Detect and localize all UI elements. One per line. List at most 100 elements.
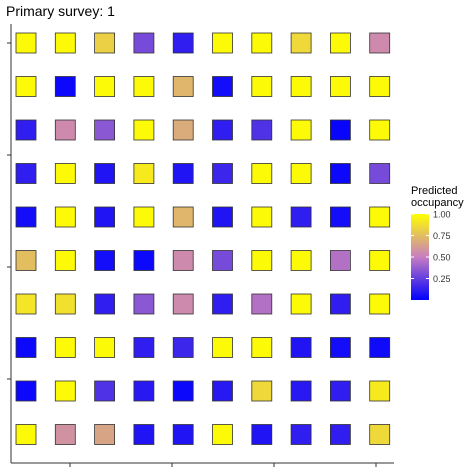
heatmap-cell-r7-c2	[54, 293, 76, 315]
heatmap-cell-r10-c7	[251, 424, 273, 445]
heatmap-cell-r1-c8	[290, 32, 312, 54]
heatmap-cell-r1-c10	[369, 32, 391, 54]
heatmap-cell-r4-c10	[369, 163, 391, 184]
heatmap-cell-r2-c3	[94, 76, 115, 97]
heatmap-cell-r5-c3	[94, 206, 115, 228]
heatmap-cell-r9-c5	[172, 380, 194, 402]
colorbar-tick-label: 0.50	[433, 253, 451, 263]
heatmap-cell-r4-c5	[172, 163, 194, 184]
heatmap-cell-r6-c5	[172, 250, 194, 271]
heatmap-cell-r7-c3	[94, 293, 115, 315]
heatmap-cell-r5-c9	[329, 206, 351, 228]
heatmap-cell-r6-c4	[133, 250, 155, 271]
heatmap-cell-r4-c9	[329, 163, 351, 184]
heatmap-cell-r2-c2	[54, 76, 76, 97]
heatmap-cell-r5-c1	[15, 206, 37, 228]
heatmap-cell-r3-c8	[290, 119, 312, 141]
heatmap-cell-r9-c1	[15, 380, 37, 402]
heatmap-cell-r9-c7	[251, 380, 273, 402]
heatmap-cell-r9-c9	[329, 380, 351, 402]
heatmap-cell-r5-c6	[212, 206, 233, 228]
heatmap-cell-r2-c1	[15, 76, 37, 97]
heatmap-cell-r1-c4	[133, 32, 155, 54]
heatmap-cell-r10-c9	[329, 424, 351, 445]
heatmap-cell-r5-c5	[172, 206, 194, 228]
heatmap-cell-r3-c4	[133, 119, 155, 141]
heatmap-cell-r3-c7	[251, 119, 273, 141]
heatmap-cell-r3-c5	[172, 119, 194, 141]
heatmap-cell-r10-c4	[133, 424, 155, 445]
heatmap-cell-r7-c1	[15, 293, 37, 315]
heatmap-cell-r1-c7	[251, 32, 273, 54]
heatmap-cell-r6-c3	[94, 250, 115, 271]
colorbar-tick-label: 0.25	[433, 274, 451, 284]
heatmap-cell-r4-c6	[212, 163, 233, 184]
heatmap-cell-r5-c4	[133, 206, 155, 228]
heatmap-cell-r1-c2	[54, 32, 76, 54]
heatmap-cell-r3-c3	[94, 119, 115, 141]
heatmap-cell-r2-c8	[290, 76, 312, 97]
heatmap-cell-r10-c1	[15, 424, 37, 445]
heatmap-cell-r10-c10	[369, 424, 391, 445]
heatmap-cell-r1-c1	[15, 32, 37, 54]
heatmap-cell-r4-c2	[54, 163, 76, 184]
heatmap-cell-r8-c9	[329, 337, 351, 358]
heatmap-cell-r5-c8	[290, 206, 312, 228]
heatmap-cell-r8-c10	[369, 337, 391, 358]
heatmap-cell-r10-c8	[290, 424, 312, 445]
heatmap-cell-r9-c3	[94, 380, 115, 402]
heatmap-cell-r2-c9	[329, 76, 351, 97]
heatmap-cell-r10-c2	[54, 424, 76, 445]
heatmap-cell-r1-c5	[172, 32, 194, 54]
heatmap-cell-r4-c4	[133, 163, 155, 184]
heatmap-cell-r1-c6	[212, 32, 233, 54]
heatmap-cell-r3-c1	[15, 119, 37, 141]
heatmap-cell-r3-c10	[369, 119, 391, 141]
heatmap-cell-r8-c8	[290, 337, 312, 358]
heatmap-cell-r10-c5	[172, 424, 194, 445]
heatmap-cell-r7-c9	[329, 293, 351, 315]
heatmap-cell-r5-c10	[369, 206, 391, 228]
heatmap-cell-r8-c3	[94, 337, 115, 358]
colorbar-title: Predicted occupancy	[411, 185, 464, 209]
heatmap-cell-r9-c8	[290, 380, 312, 402]
heatmap-cell-r2-c4	[133, 76, 155, 97]
heatmap-cell-r3-c6	[212, 119, 233, 141]
heatmap-cell-r10-c6	[212, 424, 233, 445]
heatmap-cell-r2-c10	[369, 76, 391, 97]
heatmap-cell-r6-c10	[369, 250, 391, 271]
heatmap-cell-r8-c6	[212, 337, 233, 358]
heatmap-cell-r4-c3	[94, 163, 115, 184]
heatmap-cell-r7-c6	[212, 293, 233, 315]
heatmap-cell-r7-c5	[172, 293, 194, 315]
heatmap-cell-r10-c3	[94, 424, 115, 445]
heatmap-cell-r6-c6	[212, 250, 233, 271]
heatmap-cell-r2-c5	[172, 76, 194, 97]
heatmap-cell-r5-c7	[251, 206, 273, 228]
heatmap-cell-r6-c8	[290, 250, 312, 271]
chart-title: Primary survey: 1	[6, 3, 115, 19]
heatmap-cell-r8-c2	[54, 337, 76, 358]
heatmap-cell-r8-c4	[133, 337, 155, 358]
heatmap-cell-r9-c10	[369, 380, 391, 402]
heatmap-cell-r1-c3	[94, 32, 115, 54]
heatmap-cell-r7-c7	[251, 293, 273, 315]
heatmap-cell-r4-c7	[251, 163, 273, 184]
heatmap-cell-r3-c2	[54, 119, 76, 141]
heatmap-cell-r5-c2	[54, 206, 76, 228]
heatmap-cell-r4-c1	[15, 163, 37, 184]
heatmap-cell-r6-c9	[329, 250, 351, 271]
colorbar-tick-label: 0.75	[433, 231, 451, 241]
heatmap-cell-r2-c7	[251, 76, 273, 97]
colorbar-tick-label: 1.00	[433, 210, 451, 220]
heatmap-cell-r1-c9	[329, 32, 351, 54]
heatmap-cell-r7-c8	[290, 293, 312, 315]
colorbar-gradient	[411, 214, 429, 300]
heatmap-cell-r8-c5	[172, 337, 194, 358]
heatmap-cell-r4-c8	[290, 163, 312, 184]
heatmap-cell-r7-c4	[133, 293, 155, 315]
heatmap-cell-r9-c6	[212, 380, 233, 402]
heatmap-cell-r9-c2	[54, 380, 76, 402]
heatmap-cell-r8-c7	[251, 337, 273, 358]
